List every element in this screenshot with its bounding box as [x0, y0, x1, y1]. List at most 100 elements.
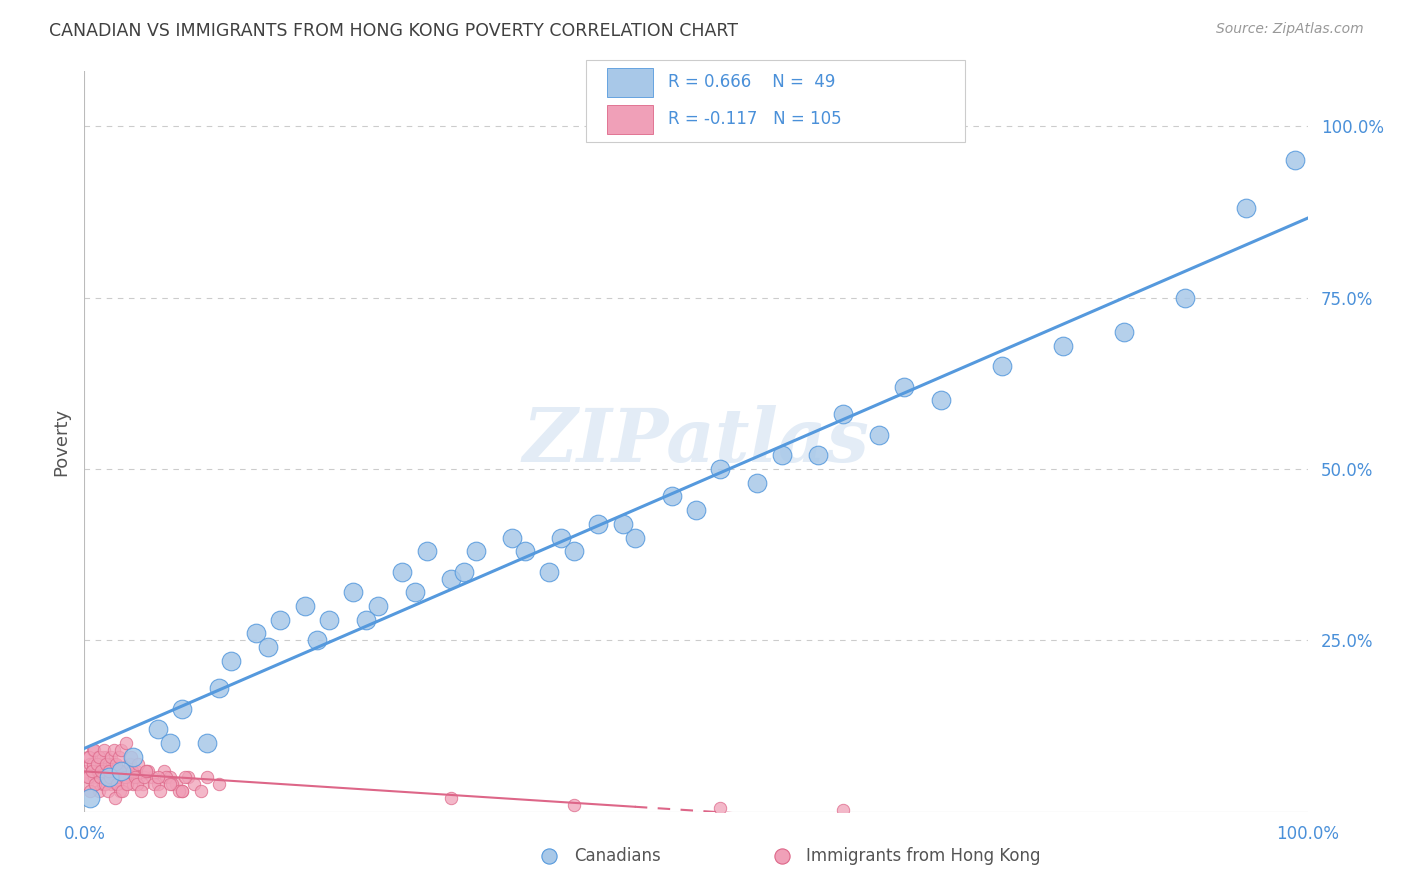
Point	[404, 585, 426, 599]
Point	[177, 771, 200, 785]
Point	[172, 784, 194, 798]
Point	[115, 777, 138, 791]
Point	[538, 565, 561, 579]
Point	[96, 750, 118, 764]
Point	[153, 764, 176, 778]
Point	[84, 777, 107, 791]
Point	[91, 777, 114, 791]
Point	[108, 784, 131, 798]
Point	[75, 764, 97, 778]
Point	[612, 516, 634, 531]
Point	[110, 743, 132, 757]
Y-axis label: Poverty: Poverty	[52, 408, 70, 475]
Point	[143, 777, 166, 791]
Point	[159, 777, 181, 791]
Point	[98, 771, 121, 785]
Point	[624, 531, 647, 545]
Point	[155, 771, 177, 785]
Point	[107, 750, 129, 764]
Point	[111, 784, 134, 798]
Point	[90, 756, 112, 771]
Point	[82, 743, 104, 757]
Point	[550, 531, 572, 545]
Point	[770, 846, 793, 860]
Point	[141, 771, 163, 785]
Point	[104, 791, 127, 805]
Point	[80, 764, 103, 778]
Point	[87, 750, 110, 764]
Point	[136, 764, 159, 778]
Point	[502, 531, 524, 545]
Point	[159, 771, 181, 785]
Point	[831, 803, 853, 817]
Point	[172, 702, 194, 716]
Point	[453, 565, 475, 579]
Point	[77, 750, 100, 764]
Point	[747, 475, 769, 490]
Point	[195, 771, 218, 785]
Point	[1114, 325, 1136, 339]
Point	[77, 771, 100, 785]
Point	[120, 771, 142, 785]
Point	[208, 777, 231, 791]
Point	[305, 633, 328, 648]
Point	[135, 764, 157, 778]
Point	[101, 756, 124, 771]
Point	[269, 613, 291, 627]
FancyBboxPatch shape	[586, 61, 965, 142]
Point	[105, 756, 128, 771]
Point	[83, 743, 105, 757]
Point	[149, 784, 172, 798]
Point	[117, 764, 139, 778]
Point	[82, 756, 104, 771]
Point	[101, 764, 124, 778]
Point	[929, 393, 952, 408]
Point	[342, 585, 364, 599]
Point	[807, 448, 830, 462]
Point	[107, 771, 129, 785]
Point	[93, 764, 115, 778]
Point	[991, 359, 1014, 373]
Point	[125, 764, 148, 778]
Point	[110, 764, 132, 778]
Point	[831, 407, 853, 421]
Text: Immigrants from Hong Kong: Immigrants from Hong Kong	[806, 847, 1040, 865]
Point	[129, 784, 152, 798]
Point	[115, 777, 138, 791]
Point	[103, 756, 125, 771]
Point	[77, 750, 100, 764]
Point	[464, 544, 486, 558]
Point	[105, 777, 128, 791]
Point	[562, 797, 585, 812]
Point	[105, 764, 128, 778]
Point	[167, 784, 190, 798]
Point	[114, 771, 136, 785]
Point	[87, 784, 110, 798]
Text: Source: ZipAtlas.com: Source: ZipAtlas.com	[1216, 22, 1364, 37]
Point	[100, 777, 122, 791]
Text: CANADIAN VS IMMIGRANTS FROM HONG KONG POVERTY CORRELATION CHART: CANADIAN VS IMMIGRANTS FROM HONG KONG PO…	[49, 22, 738, 40]
Point	[97, 764, 120, 778]
Point	[172, 784, 194, 798]
Point	[208, 681, 231, 696]
Point	[80, 764, 103, 778]
Point	[132, 777, 155, 791]
Point	[709, 801, 731, 815]
Point	[98, 771, 121, 785]
Point	[127, 756, 149, 771]
Point	[1052, 338, 1074, 352]
Point	[318, 613, 340, 627]
Point	[124, 771, 146, 785]
Point	[869, 427, 891, 442]
Text: R = 0.666    N =  49: R = 0.666 N = 49	[668, 73, 835, 92]
Point	[96, 756, 118, 771]
Point	[76, 777, 98, 791]
Point	[79, 784, 101, 798]
Point	[87, 750, 110, 764]
Point	[128, 771, 150, 785]
Point	[893, 380, 915, 394]
Point	[91, 750, 114, 764]
Point	[112, 771, 135, 785]
Point	[97, 784, 120, 798]
Point	[416, 544, 439, 558]
